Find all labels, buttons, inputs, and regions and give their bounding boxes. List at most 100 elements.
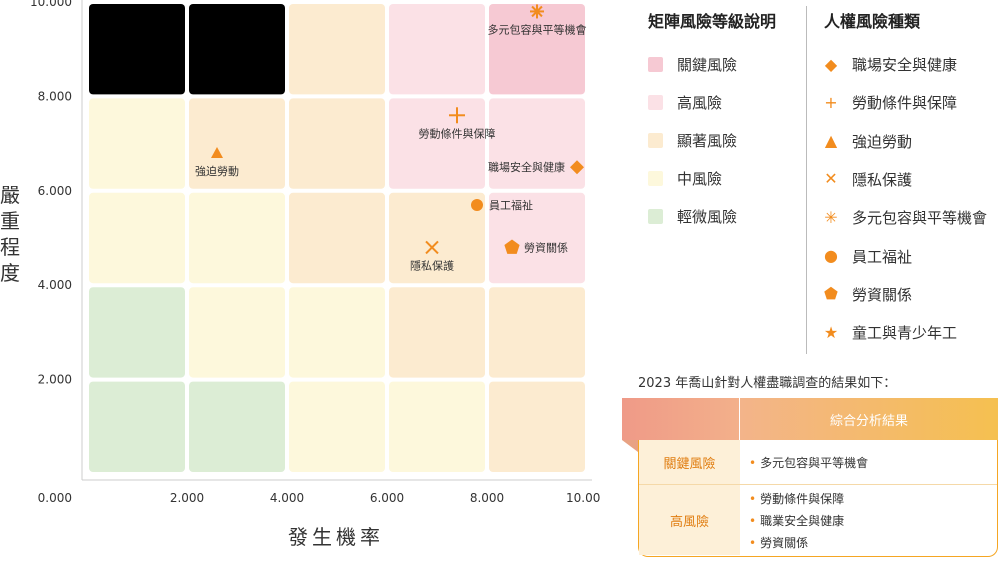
summary-item-text: 多元包容與平等機會 [760, 456, 869, 470]
matrix-cell-severe [189, 4, 285, 95]
data-point-label: 多元包容與平等機會 [488, 22, 587, 36]
bullet-icon: • [749, 536, 757, 550]
matrix-cell-medium [389, 381, 485, 472]
star-icon: ★ [823, 322, 839, 342]
bullet-icon: • [749, 456, 757, 470]
matrix-cell-medium [189, 287, 285, 378]
matrix-cell-significant [289, 98, 385, 189]
summary-table: 綜合分析結果 關鍵風險 • 多元包容與平等機會 高風險 • 勞動條件與保障 • 職業安全與健康… [622, 398, 998, 558]
summary-row-divider [639, 484, 997, 485]
y-tick-label: 2.000 [38, 373, 72, 387]
bullet-icon: • [749, 514, 757, 528]
circle-marker [471, 198, 483, 211]
summary-item: • 職業安全與健康 [749, 512, 844, 529]
summary-header: 綜合分析結果 [740, 398, 998, 440]
legend-label: 關鍵風險 [677, 56, 738, 74]
legend-swatch [648, 133, 663, 148]
cross-marker-stroke [425, 240, 439, 255]
risk-type-legend-item: ✳ 多元包容與平等機會 [822, 207, 987, 228]
legend-label: 員工福祉 [852, 247, 913, 266]
matrix-cell-medium [189, 192, 285, 284]
matrix-cell-medium [89, 192, 185, 284]
matrix-cell-minor [89, 381, 185, 472]
data-point: 員工福祉 [471, 198, 533, 212]
legend-label: 勞資關係 [852, 285, 913, 304]
data-point-label: 強迫勞動 [195, 164, 239, 178]
risk-matrix-chart: 0.000 2.000 4.000 6.000 8.000 10.000 2.000 4.00… [30, 0, 600, 549]
matrix-cell-significant [489, 381, 585, 472]
summary-header-notch [622, 440, 638, 452]
circle-icon: ● [824, 246, 838, 265]
pentagon-marker [504, 239, 520, 254]
y-tick-label: 6.000 [38, 184, 72, 198]
y-tick-label: 4.000 [38, 278, 72, 292]
summary-item: • 勞動條件與保障 [749, 490, 844, 507]
legend-swatch [648, 209, 663, 224]
legend-label: 職場安全與健康 [852, 56, 958, 74]
matrix-cell-critical [489, 4, 585, 95]
data-point: 勞動條件與保障 [419, 107, 496, 140]
risk-type-legend-title: 人權風險種類 [824, 12, 921, 31]
y-tick-label: 8.000 [38, 89, 72, 103]
cross-icon: ✕ [824, 169, 838, 189]
y-axis-label: 嚴重程度 [0, 183, 20, 285]
legend-label: 勞動條件與保障 [852, 94, 958, 113]
bullet-icon: • [749, 492, 757, 506]
legend-label: 輕微風險 [677, 208, 738, 226]
data-point: 職場安全與健康 [488, 160, 584, 175]
matrix-cell-minor [89, 287, 185, 378]
data-point: 多元包容與平等機會 [488, 4, 587, 36]
matrix-cell-severe [89, 4, 185, 95]
matrix-cell-significant [189, 98, 285, 189]
risk-level-legend-title: 矩陣風險等級說明 [648, 12, 777, 31]
summary-item-text: 勞資關係 [760, 536, 809, 550]
matrix-cell-high [389, 4, 485, 95]
risk-type-legend-item: + 勞動條件與保障 [822, 92, 957, 113]
legend-swatch [648, 57, 663, 72]
legend-label: 多元包容與平等機會 [852, 209, 988, 228]
data-point-label: 員工福祉 [489, 198, 533, 212]
diamond-icon: ◆ [824, 54, 838, 74]
summary-item-text: 勞動條件與保障 [760, 492, 845, 506]
triangle-marker [211, 147, 223, 159]
x-tick-label: 4.000 [270, 491, 304, 505]
legend-label: 中風險 [677, 170, 723, 188]
plus-icon: + [824, 92, 838, 112]
summary-body: 關鍵風險 • 多元包容與平等機會 高風險 • 勞動條件與保障 • 職業安全與健康 • 勞資關係 [638, 440, 998, 557]
x-tick-label: 0.000 [38, 491, 72, 505]
legend-label: 隱私保護 [852, 170, 913, 189]
summary-title: 2023 年喬山針對人權盡職調查的結果如下： [638, 376, 897, 391]
risk-type-legend-item: ⬟ 勞資關係 [822, 284, 912, 305]
x-axis-label: 發生機率 [288, 525, 384, 549]
data-point-label: 勞資關係 [524, 240, 568, 254]
risk-level-legend-item: 關鍵風險 [648, 54, 737, 75]
matrix-cell-medium [289, 287, 385, 378]
matrix-cell-high [489, 192, 585, 284]
diamond-marker [570, 160, 584, 175]
summary-row-label: 關鍵風險 [639, 440, 740, 484]
summary-item: • 多元包容與平等機會 [749, 454, 868, 471]
matrix-cell-significant [389, 192, 485, 284]
asterisk-icon: ✳ [824, 207, 838, 227]
matrix-cell-significant [289, 4, 385, 95]
summary-item-text: 職業安全與健康 [760, 514, 845, 528]
data-point-label: 職場安全與健康 [488, 160, 565, 174]
matrix-cell-significant [289, 192, 385, 284]
data-point-label: 勞動條件與保障 [419, 126, 496, 140]
pentagon-icon: ⬟ [824, 284, 838, 304]
legend-swatch [648, 95, 663, 110]
x-tick-label: 10.000 [566, 491, 600, 505]
x-tick-label: 2.000 [170, 491, 204, 505]
risk-type-legend-item: ◆ 職場安全與健康 [822, 54, 957, 75]
asterisk-marker-stroke [531, 5, 543, 18]
risk-type-legend-item: ▲ 強迫勞動 [822, 131, 912, 152]
matrix-cell-minor [189, 381, 285, 472]
matrix-cell-high [489, 98, 585, 189]
legend-divider [806, 6, 807, 354]
summary-row-label: 高風險 [639, 485, 740, 555]
y-tick-label: 10.000 [30, 0, 72, 9]
legend-label: 強迫勞動 [852, 132, 913, 151]
matrix-cell-medium [289, 381, 385, 472]
matrix-cell-medium [89, 98, 185, 189]
triangle-icon: ▲ [824, 131, 838, 151]
